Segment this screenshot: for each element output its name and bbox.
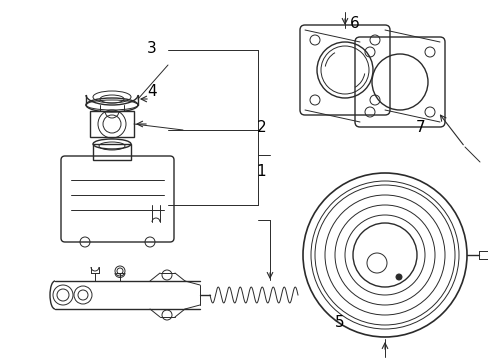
Text: 4: 4 bbox=[146, 84, 156, 99]
Text: 6: 6 bbox=[349, 16, 359, 31]
Text: 3: 3 bbox=[146, 41, 156, 56]
Circle shape bbox=[395, 274, 401, 280]
Text: 7: 7 bbox=[415, 120, 425, 135]
Bar bbox=[93, 144, 131, 160]
Text: 2: 2 bbox=[256, 120, 266, 135]
Text: 1: 1 bbox=[256, 163, 266, 179]
Text: 5: 5 bbox=[334, 315, 344, 330]
Bar bbox=[90, 111, 134, 137]
